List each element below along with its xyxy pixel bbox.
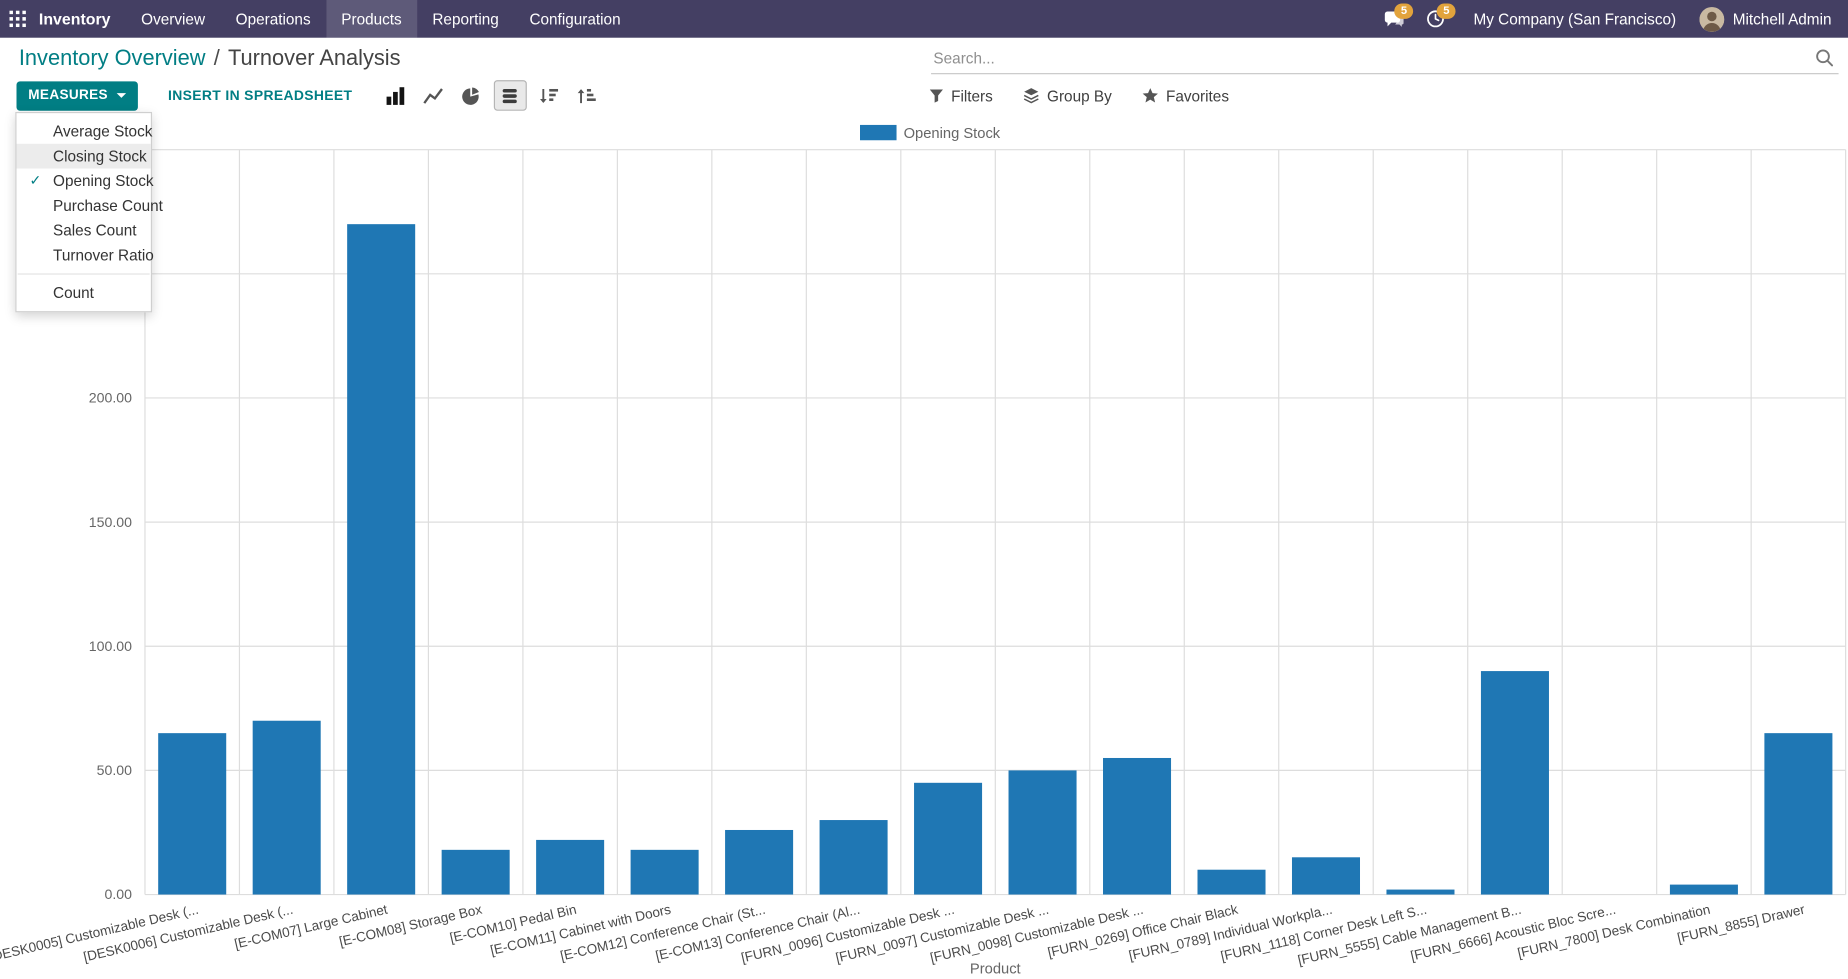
check-icon: ✓ <box>29 172 42 189</box>
menu-divider <box>17 273 150 275</box>
measures-dropdown-menu: Average Stock Closing Stock ✓ Opening Stock… <box>15 111 163 313</box>
measure-option-purchase-count[interactable]: Purchase Count <box>53 196 163 215</box>
group-by-label: Group By <box>1047 86 1112 105</box>
app-name[interactable]: Inventory <box>38 10 111 28</box>
bar-furn-7800-desk-combination[interactable] <box>1669 884 1738 895</box>
line-chart-icon <box>423 87 444 104</box>
top-navbar: Inventory Overview Operations Products Repo… <box>0 0 1848 38</box>
bar-furn-1118-corner-desk-left-s[interactable] <box>1386 889 1455 895</box>
bar-furn-0096-customizable-desk[interactable] <box>914 782 983 895</box>
insert-in-spreadsheet-button[interactable]: INSERT IN SPREADSHEET <box>168 87 353 104</box>
bar-e-com13-conference-chair-al[interactable] <box>819 820 888 895</box>
line-chart-button[interactable] <box>418 81 449 109</box>
menu-item-configuration[interactable]: Configuration <box>529 10 621 28</box>
bar-furn-5555-cable-management-b[interactable] <box>1480 671 1549 895</box>
search-icon[interactable] <box>1815 48 1834 67</box>
breadcrumb-row: Inventory Overview / Turnover Analysis <box>0 37 1848 78</box>
sort-desc-icon <box>540 88 559 103</box>
activities-badge: 5 <box>1436 3 1456 19</box>
y-axis-label: 0.00 <box>104 886 132 902</box>
user-menu[interactable]: Mitchell Admin <box>1693 6 1839 32</box>
favorites-button[interactable]: Favorites <box>1142 86 1229 105</box>
breadcrumb-separator: / <box>213 44 220 70</box>
bar-e-com07-large-cabinet[interactable] <box>347 224 416 895</box>
page-title: Turnover Analysis <box>228 44 401 70</box>
y-axis-label: 100.00 <box>89 638 132 654</box>
bar-furn-0789-individual-workpla[interactable] <box>1291 857 1361 895</box>
bar-desk0005-customizable-desk[interactable] <box>158 733 227 895</box>
menu-item-products[interactable]: Products <box>325 0 418 38</box>
apps-menu-button[interactable] <box>0 0 35 38</box>
y-axis-label: 50.00 <box>97 762 132 778</box>
breadcrumb-parent-link[interactable]: Inventory Overview <box>18 44 206 70</box>
layers-icon <box>1024 88 1040 104</box>
filters-label: Filters <box>951 86 993 105</box>
x-axis-title: Product <box>970 961 1021 977</box>
clock-icon <box>1427 10 1445 28</box>
topbar-right: 5 5 My Company (San Francisco) <box>1372 0 1848 38</box>
stacked-toggle-button[interactable] <box>493 80 527 111</box>
bar-furn-0097-customizable-desk[interactable] <box>1008 770 1077 895</box>
funnel-icon <box>929 88 943 103</box>
measure-option-average-stock[interactable]: Average Stock <box>53 122 153 141</box>
y-axis-label: 150.00 <box>89 514 132 530</box>
chart-area: 0.0050.00100.00150.00200.00250.00300.00[… <box>0 113 1848 979</box>
measure-option-count[interactable]: Count <box>53 284 94 302</box>
search-input[interactable] <box>931 47 1815 68</box>
favorites-label: Favorites <box>1165 86 1229 105</box>
filters-button[interactable]: Filters <box>929 86 993 105</box>
star-icon <box>1142 88 1159 103</box>
bar-chart-icon <box>387 86 405 105</box>
bar-e-com08-storage-box[interactable] <box>441 849 510 895</box>
search-bar <box>931 42 1839 75</box>
bar-furn-0269-office-chair-black[interactable] <box>1197 869 1266 895</box>
menu-item-reporting[interactable]: Reporting <box>432 10 499 28</box>
control-row: MEASURES INSERT IN SPREADSHEET <box>0 77 1848 114</box>
y-axis-label: 200.00 <box>89 390 132 406</box>
bar-desk0006-customizable-desk[interactable] <box>252 720 321 895</box>
user-name: Mitchell Admin <box>1732 10 1832 28</box>
bar-e-com10-pedal-bin[interactable] <box>536 839 605 895</box>
bar-chart-button[interactable] <box>381 81 412 109</box>
sort-asc-icon <box>578 88 597 103</box>
pie-chart-icon <box>462 86 480 105</box>
pie-chart-button[interactable] <box>456 81 487 109</box>
search-options: Filters Group By Favorites <box>929 78 1229 113</box>
menu-item-overview[interactable]: Overview <box>141 10 206 28</box>
measure-option-turnover-ratio[interactable]: Turnover Ratio <box>53 246 154 264</box>
measure-option-closing-stock[interactable]: Closing Stock <box>16 143 151 169</box>
stacked-icon <box>503 88 518 103</box>
measures-button[interactable]: MEASURES <box>16 80 138 111</box>
breadcrumb: Inventory Overview / Turnover Analysis <box>19 45 401 71</box>
bar-e-com12-conference-chair-st[interactable] <box>725 829 794 895</box>
bar-chart: 0.0050.00100.00150.00200.00250.00300.00[… <box>0 124 1847 977</box>
messages-badge: 5 <box>1394 3 1414 19</box>
bar-furn-0098-customizable-desk[interactable] <box>1103 757 1172 895</box>
main-menu: Overview Operations Products Reporting Confi… <box>126 0 636 38</box>
caret-down-icon <box>116 93 126 98</box>
bar-furn-8855-drawer[interactable] <box>1764 733 1833 895</box>
menu-item-operations[interactable]: Operations <box>235 10 311 28</box>
sort-asc-button[interactable] <box>572 81 603 109</box>
measure-option-opening-stock[interactable]: ✓ Opening Stock <box>16 169 153 194</box>
view-mode-toolbar <box>381 80 603 111</box>
activities-button[interactable]: 5 <box>1415 0 1457 38</box>
company-switcher[interactable]: My Company (San Francisco) <box>1473 10 1677 28</box>
messages-button[interactable]: 5 <box>1372 0 1414 38</box>
avatar <box>1699 6 1725 32</box>
legend-swatch[interactable] <box>860 124 897 141</box>
sort-desc-button[interactable] <box>534 81 565 109</box>
measure-option-sales-count[interactable]: Sales Count <box>53 221 137 240</box>
legend-label[interactable]: Opening Stock <box>904 126 1001 142</box>
apps-grid-icon <box>9 10 26 28</box>
bar-e-com11-cabinet-with-doors[interactable] <box>630 849 699 895</box>
group-by-button[interactable]: Group By <box>1023 86 1112 105</box>
measures-button-label: MEASURES <box>28 88 108 103</box>
